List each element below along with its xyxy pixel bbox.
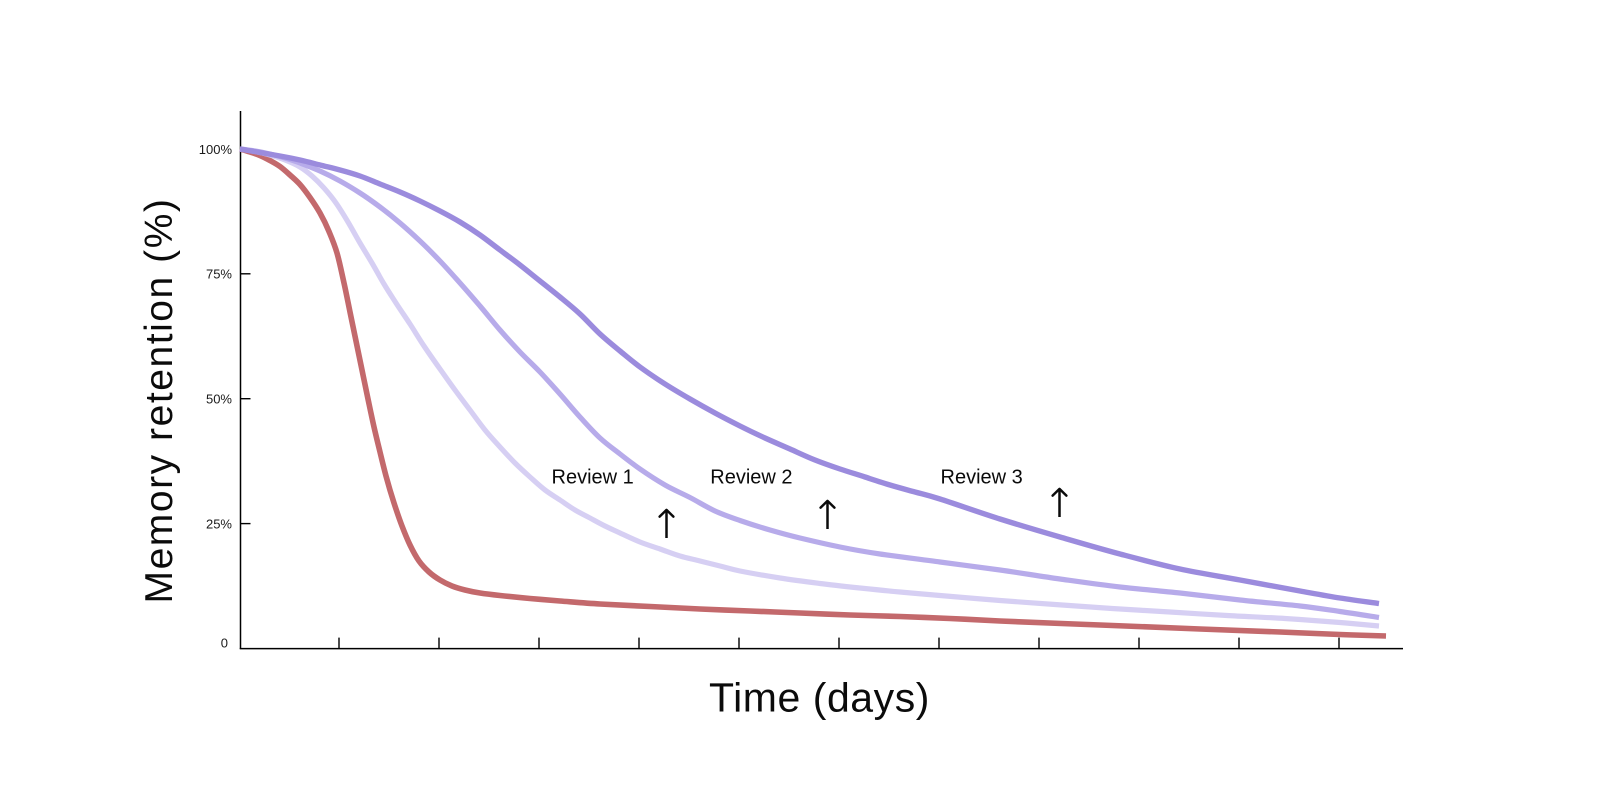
svg-text:Memory retention (%): Memory retention (%) xyxy=(138,198,181,604)
svg-text:0: 0 xyxy=(221,636,228,651)
svg-text:Review 2: Review 2 xyxy=(710,467,792,489)
svg-text:25%: 25% xyxy=(206,516,232,531)
svg-text:Review 1: Review 1 xyxy=(552,467,634,489)
svg-text:Review 3: Review 3 xyxy=(941,467,1023,489)
svg-text:50%: 50% xyxy=(206,392,232,407)
svg-text:Time (days): Time (days) xyxy=(709,675,930,721)
svg-text:100%: 100% xyxy=(199,142,233,157)
svg-text:75%: 75% xyxy=(206,267,232,282)
